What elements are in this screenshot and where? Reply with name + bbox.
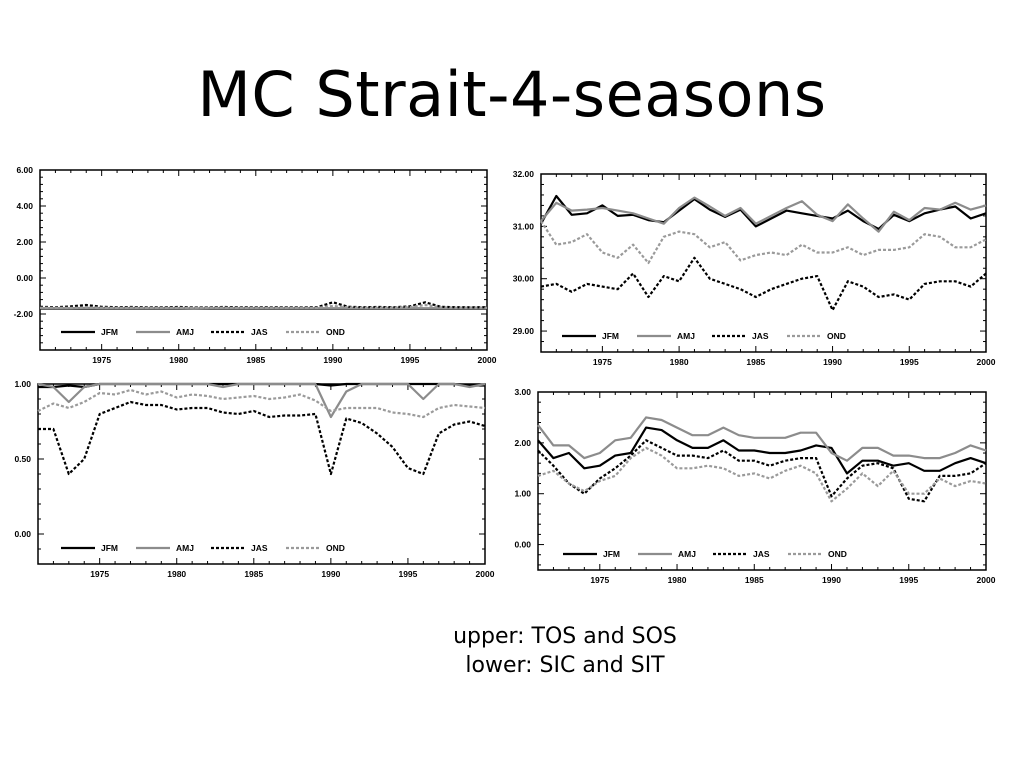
x-tick-label: 1975 <box>92 355 111 365</box>
y-tick-label: 29.00 <box>513 326 535 336</box>
y-tick-label: 2.00 <box>16 237 33 247</box>
x-tick-label: 1990 <box>323 355 342 365</box>
x-tick-label: 1980 <box>668 575 687 585</box>
y-tick-label: 32.00 <box>513 169 535 179</box>
legend-label-amj: AMJ <box>678 549 696 559</box>
legend-label-amj: AMJ <box>176 543 194 553</box>
y-tick-label: 0.00 <box>514 540 531 550</box>
x-tick-label: 1980 <box>670 357 689 367</box>
x-tick-label: 1990 <box>321 569 340 579</box>
series-line-ond <box>37 388 486 419</box>
legend-label-jfm: JFM <box>603 549 620 559</box>
legend-label-jfm: JFM <box>101 543 118 553</box>
legend-label-amj: AMJ <box>176 327 194 337</box>
x-tick-label: 1985 <box>746 357 765 367</box>
x-tick-label: 1990 <box>823 357 842 367</box>
series-line-amj <box>540 196 987 233</box>
x-tick-label: 1985 <box>246 355 265 365</box>
x-tick-label: 1995 <box>398 569 417 579</box>
y-tick-label: 0.00 <box>16 273 33 283</box>
series-line-jas <box>537 439 987 503</box>
slide-title: MC Strait-4-seasons <box>197 58 827 131</box>
series-line-ond <box>537 446 987 503</box>
x-tick-label: 1975 <box>590 575 609 585</box>
series-line-ond <box>40 303 488 309</box>
legend-label-ond: OND <box>326 327 345 337</box>
legend-label-jfm: JFM <box>101 327 118 337</box>
x-tick-label: 1980 <box>167 569 186 579</box>
x-tick-label: 1980 <box>169 355 188 365</box>
series-line-amj <box>537 416 987 462</box>
x-tick-label: 1990 <box>822 575 841 585</box>
x-tick-label: 2000 <box>977 357 996 367</box>
y-tick-label: -2.00 <box>14 309 34 319</box>
y-tick-label: 2.00 <box>514 438 531 448</box>
x-tick-label: 1985 <box>244 569 263 579</box>
series-line-jas <box>540 256 987 312</box>
legend-label-ond: OND <box>828 549 847 559</box>
legend-label-ond: OND <box>326 543 345 553</box>
series-line-amj <box>37 382 486 419</box>
chart-panel-upper-right: 1975 1980 1985 1990 1995 2000 29.00 30.00 31.00 3… <box>513 169 996 367</box>
y-tick-label: 1.00 <box>514 489 531 499</box>
plot-frame <box>540 173 987 353</box>
y-tick-label: 4.00 <box>16 201 33 211</box>
series-line-ond <box>540 220 987 265</box>
y-tick-label: 1.00 <box>14 379 31 389</box>
legend-label-jas: JAS <box>251 327 268 337</box>
legend-label-ond: OND <box>827 331 846 341</box>
x-tick-label: 1985 <box>745 575 764 585</box>
y-tick-label: 0.00 <box>14 529 31 539</box>
x-tick-label: 1995 <box>900 357 919 367</box>
x-tick-label: 1995 <box>400 355 419 365</box>
legend-label-jfm: JFM <box>602 331 619 341</box>
plot-frame <box>37 383 486 565</box>
series-line-jfm <box>537 426 987 475</box>
chart-panel-lower-right: 1975 1980 1985 1990 1995 2000 0.00 1.00 2.00 3.00… <box>514 387 996 585</box>
x-tick-label: 1995 <box>899 575 918 585</box>
legend-label-jas: JAS <box>753 549 770 559</box>
x-tick-label: 1975 <box>593 357 612 367</box>
y-tick-label: 0.50 <box>14 454 31 464</box>
legend-label-jas: JAS <box>752 331 769 341</box>
caption-line-upper: upper: TOS and SOS <box>453 624 677 649</box>
y-tick-label: 31.00 <box>513 221 535 231</box>
plot-frame <box>39 169 488 351</box>
x-tick-label: 1975 <box>90 569 109 579</box>
legend-label-amj: AMJ <box>677 331 695 341</box>
x-tick-label: 2000 <box>977 575 996 585</box>
y-tick-label: 6.00 <box>16 165 33 175</box>
legend-label-jas: JAS <box>251 543 268 553</box>
plot-frame <box>537 391 987 571</box>
x-tick-label: 2000 <box>478 355 497 365</box>
y-tick-label: 30.00 <box>513 274 535 284</box>
caption: upper: TOS and SOS lower: SIC and SIT <box>340 622 790 680</box>
chart-panel-upper-left: 1975 1980 1985 1990 1995 2000 -2.00 0.00 2.00 4.0… <box>14 165 497 365</box>
series-line-jas <box>38 400 486 476</box>
series-line-jfm <box>540 194 987 231</box>
caption-line-lower: lower: SIC and SIT <box>465 653 665 678</box>
x-tick-label: 2000 <box>476 569 495 579</box>
series-line-amj <box>39 306 488 310</box>
chart-panel-lower-left: 1975 1980 1985 1990 1995 2000 0.00 0.50 1.00 JFM A… <box>14 379 495 579</box>
y-tick-label: 3.00 <box>514 387 531 397</box>
